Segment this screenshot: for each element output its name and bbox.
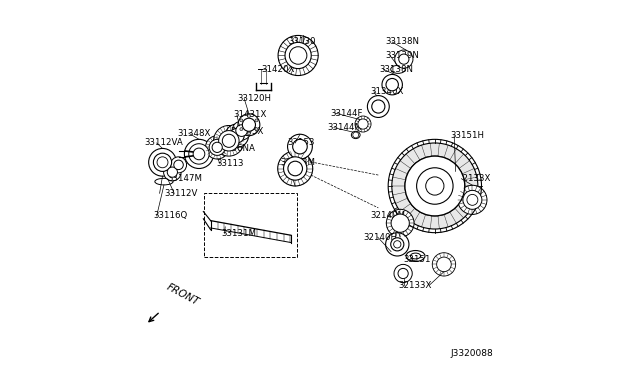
Circle shape [225,124,248,147]
Wedge shape [392,143,478,229]
Circle shape [405,156,465,216]
Circle shape [230,128,244,143]
Circle shape [243,118,255,131]
Circle shape [391,238,404,251]
Circle shape [148,148,177,176]
Text: 33147M: 33147M [168,174,203,183]
Circle shape [436,257,451,272]
Ellipse shape [410,253,420,259]
Text: 31420X: 31420X [262,65,295,74]
Ellipse shape [351,131,360,139]
Circle shape [157,157,168,168]
Circle shape [209,140,225,155]
Circle shape [278,151,313,186]
Circle shape [386,78,398,91]
Circle shape [189,144,209,164]
Circle shape [355,116,371,132]
Text: 33151: 33151 [404,255,431,264]
Circle shape [184,140,214,169]
Ellipse shape [406,250,425,262]
Circle shape [240,119,243,122]
Ellipse shape [391,65,405,73]
Circle shape [214,125,244,156]
Bar [204,193,297,257]
Circle shape [174,160,183,170]
Circle shape [398,268,408,279]
Circle shape [284,157,307,180]
Circle shape [255,128,258,131]
Circle shape [232,121,251,140]
Circle shape [463,190,482,209]
Circle shape [219,131,239,151]
Circle shape [248,132,250,135]
Text: 32140M: 32140M [371,211,405,220]
Circle shape [467,195,478,205]
Text: 33130: 33130 [289,38,316,46]
Circle shape [391,214,410,232]
Text: FRONT: FRONT [164,282,201,308]
Text: 33138N: 33138N [386,38,420,46]
Circle shape [458,185,487,214]
Text: 33136NA: 33136NA [216,144,255,153]
Circle shape [395,50,413,68]
Circle shape [382,74,403,95]
Text: 33113: 33113 [216,159,244,168]
Text: 32133X: 32133X [398,280,432,290]
Circle shape [236,125,248,137]
Circle shape [417,168,453,204]
Text: 32133X: 32133X [457,174,490,183]
Circle shape [248,115,250,118]
Circle shape [238,114,260,136]
Circle shape [387,209,414,237]
Circle shape [394,264,412,283]
Circle shape [205,136,229,159]
Text: 33112VA: 33112VA [144,138,183,147]
Circle shape [386,232,409,256]
Text: 31348X: 31348X [178,129,211,138]
Text: 33131M: 33131M [221,229,257,238]
Text: 33112V: 33112V [164,189,197,198]
Circle shape [240,128,243,131]
Text: 33116Q: 33116Q [153,211,188,220]
Circle shape [285,42,311,68]
Text: 33153: 33153 [287,138,315,147]
Circle shape [372,100,385,113]
Circle shape [278,35,318,76]
Ellipse shape [155,178,173,185]
Circle shape [358,119,368,129]
Circle shape [287,134,312,159]
Circle shape [353,132,358,138]
Circle shape [288,161,303,176]
Text: 33151H: 33151H [451,131,484,140]
Text: 33120H: 33120H [237,94,271,103]
Text: 31431X: 31431X [234,110,267,119]
Circle shape [367,96,389,118]
Circle shape [164,163,181,181]
Text: 33133M: 33133M [280,158,316,167]
Text: 33144M: 33144M [327,123,362,132]
Circle shape [394,241,401,248]
Circle shape [222,134,236,147]
Circle shape [255,119,258,122]
Circle shape [292,140,307,154]
Text: J3320088: J3320088 [451,349,493,358]
Circle shape [399,54,409,64]
Circle shape [289,47,307,64]
Circle shape [170,157,187,173]
Text: 32140H: 32140H [363,232,397,241]
Text: 31340X: 31340X [371,87,404,96]
Circle shape [432,253,456,276]
Circle shape [212,142,222,153]
Circle shape [167,167,177,177]
Text: 33138N: 33138N [380,65,414,74]
Circle shape [193,148,205,160]
Text: 33144F: 33144F [330,109,363,118]
Circle shape [154,153,172,171]
Text: 33139N: 33139N [386,51,419,60]
Circle shape [426,177,444,195]
Text: 31405X: 31405X [230,127,264,136]
